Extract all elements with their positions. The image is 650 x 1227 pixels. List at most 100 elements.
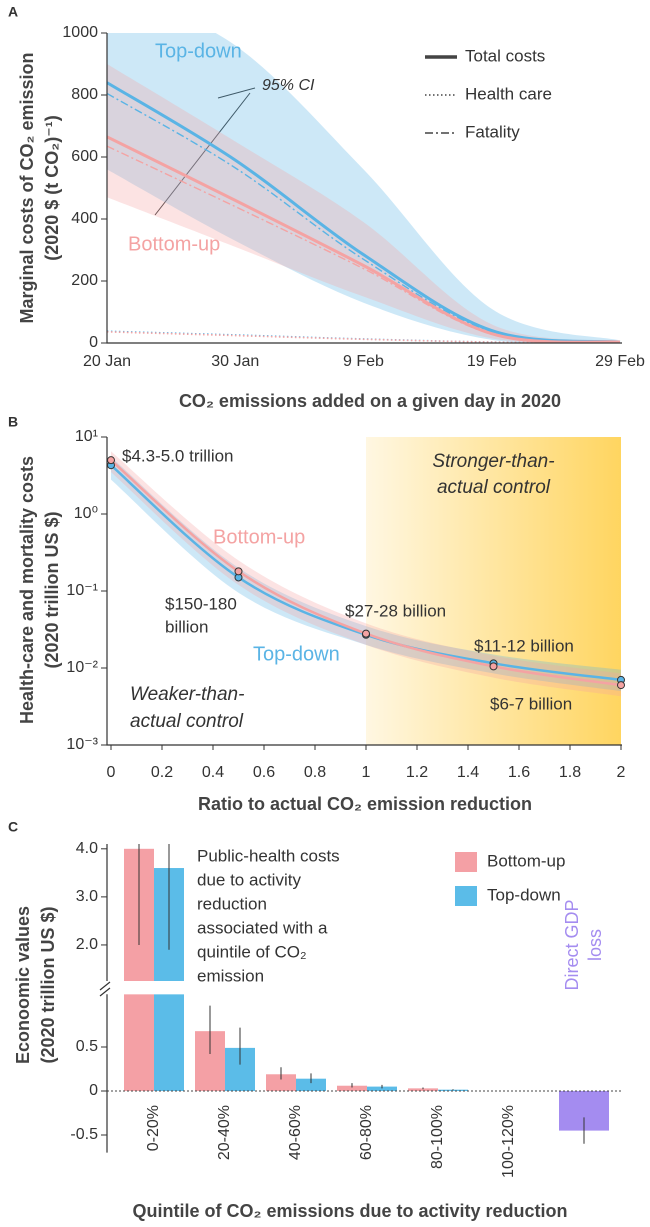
x-tick-label: 0 [107, 764, 116, 781]
x-tick-label: 0.4 [202, 764, 224, 781]
legend-label: Fatality [465, 122, 520, 141]
bar [266, 1074, 296, 1091]
series-label: Bottom-up [213, 526, 305, 548]
point [362, 629, 370, 638]
bar [124, 994, 154, 1091]
bar-label: Direct GDP [562, 899, 582, 990]
y-tick-label: 10⁰ [74, 505, 98, 522]
x-tick-label: 1 [362, 764, 371, 781]
annotation: billion [165, 617, 208, 636]
region-label: actual control [130, 711, 244, 732]
y-tick-label: 1000 [62, 24, 98, 41]
y-tick-label: 200 [71, 272, 98, 289]
series-label: Bottom-up [128, 233, 220, 255]
ci-band [111, 451, 621, 697]
legend-label: Total costs [465, 46, 545, 65]
region-label: Stronger-than- [432, 451, 554, 472]
x-tick-label: 100-120% [500, 1105, 517, 1178]
bar [367, 1086, 397, 1091]
legend-swatch [455, 852, 477, 872]
x-tick-label: 1.2 [406, 764, 428, 781]
y-axis-label: Marginal costs of CO₂ emission [17, 52, 37, 323]
annotation: $27-28 billion [345, 601, 446, 620]
annotation: reduction [197, 894, 267, 913]
x-tick-label: 40-60% [287, 1105, 304, 1160]
x-tick-label: 0.8 [304, 764, 326, 781]
y-tick-label: 0 [89, 1082, 98, 1099]
x-tick-label: 1.4 [457, 764, 479, 781]
plot-area [124, 844, 609, 1144]
x-tick-label: 20-40% [216, 1105, 233, 1160]
y-tick-label: 800 [71, 86, 98, 103]
y-tick-label: 400 [71, 210, 98, 227]
panel-label: B [8, 414, 18, 430]
line [107, 145, 621, 343]
legend-swatch [455, 886, 477, 906]
y-tick-label: 0 [89, 334, 98, 351]
shaded-region [366, 437, 621, 745]
annotation: $4.3-5.0 trillion [122, 446, 234, 465]
y-tick-label: 600 [71, 148, 98, 165]
y-axis-label: Health-care and mortality costs [17, 456, 37, 724]
annotation: Public-health costs [197, 846, 340, 865]
bar [296, 1078, 326, 1091]
x-tick-label: 0.2 [151, 764, 173, 781]
x-tick-label: 30 Jan [211, 353, 259, 370]
y-tick-label: 10⁻² [66, 659, 98, 676]
y-axis-label: (2020 trillion US $) [38, 906, 58, 1063]
ci-band [107, 33, 620, 343]
bar [408, 1088, 438, 1091]
point [234, 567, 243, 576]
x-tick-label: 29 Feb [595, 353, 645, 370]
x-tick-label: 80-100% [429, 1105, 446, 1169]
ci-pointer [154, 87, 256, 216]
x-axis-label: Ratio to actual CO₂ emission reduction [198, 794, 532, 814]
annotation: emission [197, 966, 264, 985]
y-tick-label: 10¹ [75, 428, 98, 445]
point [107, 456, 115, 465]
point [489, 662, 498, 671]
x-tick-label: 2 [617, 764, 626, 781]
point [617, 681, 625, 690]
x-tick-label: 20 Jan [83, 353, 131, 370]
axis-break [99, 981, 111, 997]
x-tick-label: 60-80% [358, 1105, 375, 1160]
bar-label: loss [585, 929, 605, 961]
y-axis-label: (2020 $ (t CO₂)⁻¹) [42, 115, 62, 261]
x-axis-label: Quintile of CO₂ emissions due to activit… [132, 1201, 567, 1221]
bar [337, 1085, 367, 1091]
y-tick-label: 2.0 [76, 936, 98, 953]
y-axis-label: (2020 trillion US $) [42, 511, 62, 668]
panel-label: C [8, 819, 18, 835]
y-tick-label: -0.5 [70, 1126, 98, 1143]
series-label: Top-down [155, 40, 242, 62]
y-tick-label: 10⁻³ [66, 736, 98, 753]
legend-label: Health care [465, 84, 552, 103]
x-tick-label: 1.6 [508, 764, 530, 781]
y-tick-label: 10⁻¹ [66, 582, 98, 599]
annotation: 95% CI [262, 77, 315, 94]
y-tick-label: 3.0 [76, 888, 98, 905]
annotation: $11-12 billion [474, 636, 574, 655]
annotation: $150-180 [165, 594, 237, 613]
y-tick-label: 0.5 [76, 1038, 98, 1055]
x-tick-label: 9 Feb [343, 353, 384, 370]
bar [438, 1089, 468, 1091]
annotation: quintile of CO₂ [197, 942, 307, 961]
line [107, 81, 621, 343]
annotation: $6-7 billion [490, 694, 572, 713]
y-tick-label: 4.0 [76, 840, 98, 857]
panel-label: A [8, 4, 18, 20]
x-tick-label: 1.8 [559, 764, 581, 781]
legend-label: Bottom-up [487, 851, 565, 870]
ci-band [111, 456, 621, 692]
x-axis-label: CO₂ emissions added on a given day in 20… [179, 391, 561, 411]
region-label: Weaker-than- [130, 684, 244, 705]
bar [154, 994, 184, 1091]
series-label: Top-down [253, 643, 340, 665]
ci-band [107, 64, 620, 343]
x-tick-label: 0-20% [145, 1105, 162, 1151]
region-label: actual control [437, 477, 551, 498]
annotation: due to activity [197, 870, 301, 889]
